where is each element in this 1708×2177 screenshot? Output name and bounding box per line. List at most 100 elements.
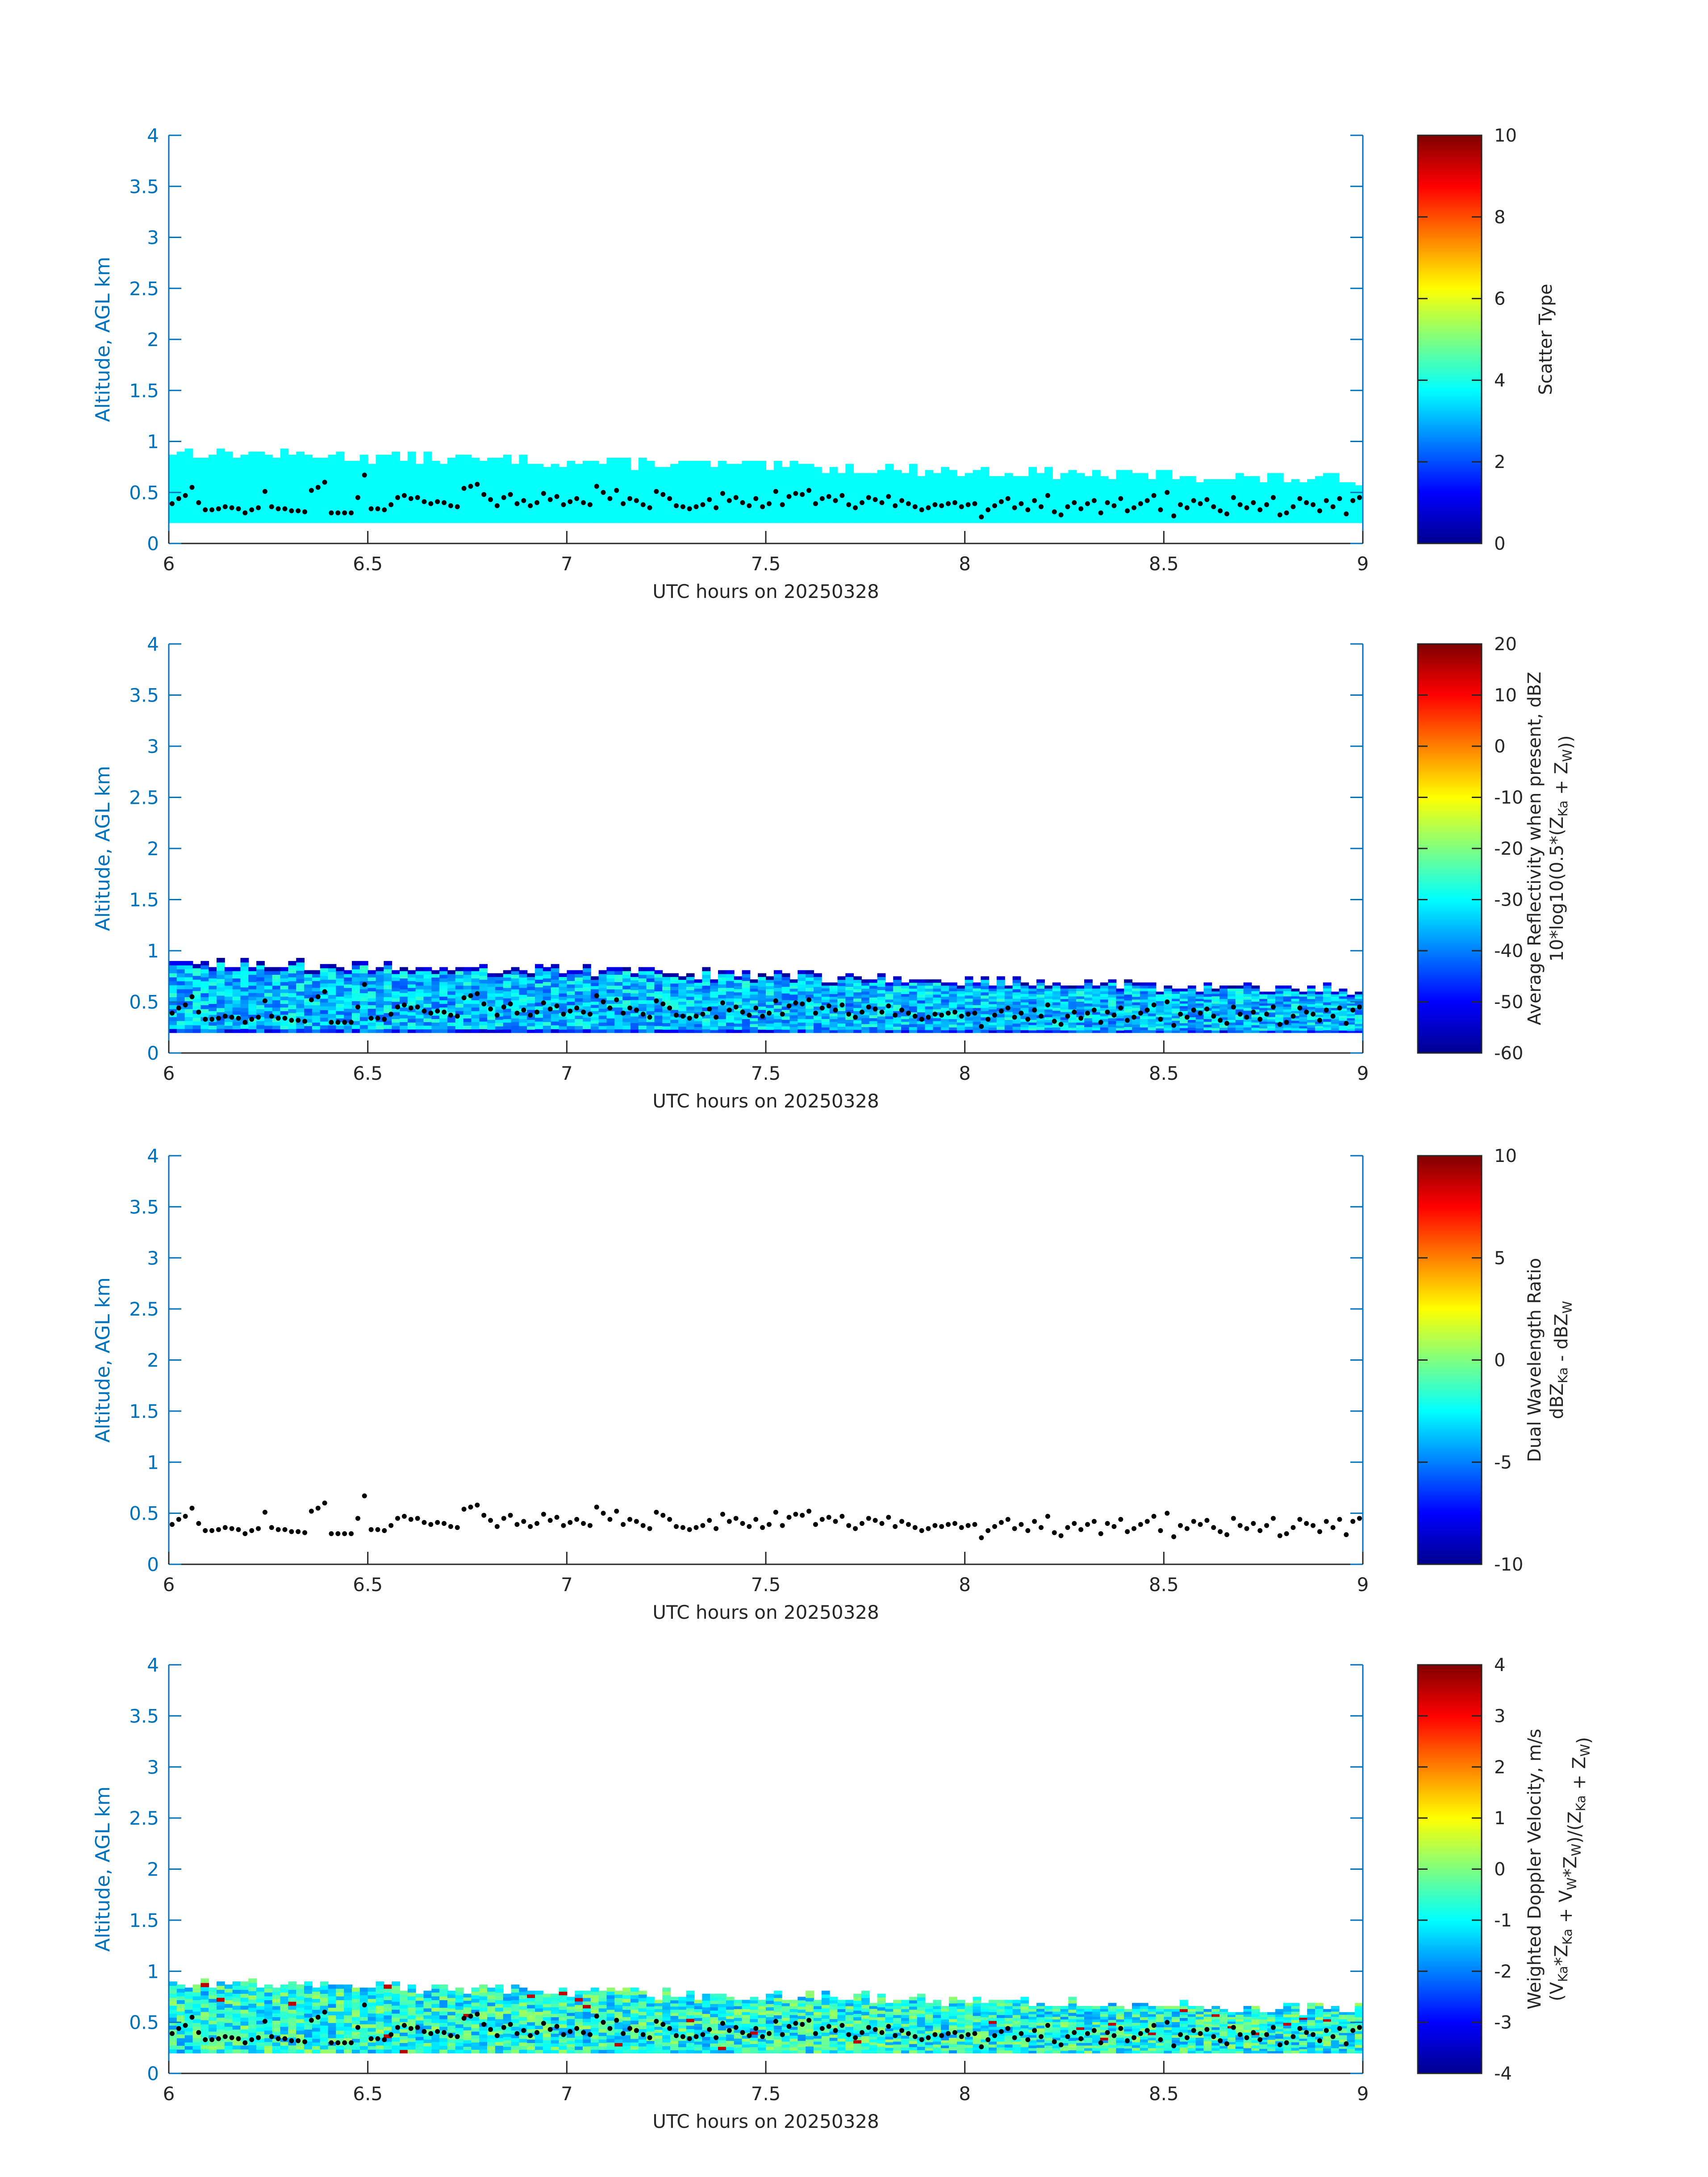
cell bbox=[415, 1021, 424, 1026]
cell bbox=[535, 2004, 543, 2009]
cell bbox=[240, 2005, 249, 2010]
cell bbox=[1148, 1027, 1157, 1030]
cell bbox=[734, 976, 743, 980]
x-tick-label: 9 bbox=[1357, 1062, 1369, 1084]
cell bbox=[606, 2020, 615, 2025]
cloud-base-point bbox=[1330, 1014, 1336, 1019]
cell bbox=[192, 2000, 201, 2004]
cell bbox=[654, 2038, 663, 2042]
cell bbox=[248, 1025, 257, 1030]
cell bbox=[670, 1026, 679, 1030]
cell bbox=[1012, 979, 1021, 983]
cell bbox=[415, 2010, 424, 2014]
cell bbox=[933, 988, 942, 992]
cell bbox=[742, 977, 751, 981]
cloud-base-point bbox=[1211, 1014, 1216, 1019]
cell bbox=[216, 987, 225, 992]
cell bbox=[614, 2008, 623, 2012]
cloud-base-point bbox=[1072, 1009, 1077, 1015]
cell bbox=[304, 998, 313, 1002]
cell bbox=[447, 977, 456, 981]
cloud-base-point bbox=[727, 498, 732, 503]
cloud-base-point bbox=[1012, 505, 1017, 510]
cell bbox=[352, 1995, 360, 1999]
cell bbox=[973, 990, 981, 994]
cell bbox=[455, 2002, 464, 2006]
cell bbox=[232, 978, 241, 982]
cloud-base-point bbox=[1158, 507, 1163, 513]
cell bbox=[439, 974, 448, 979]
cell bbox=[1251, 1019, 1260, 1023]
cell bbox=[359, 2006, 368, 2010]
cell bbox=[535, 979, 543, 984]
cell bbox=[853, 1014, 862, 1018]
cell bbox=[176, 1996, 185, 2001]
cell bbox=[232, 2041, 241, 2046]
cell bbox=[232, 458, 241, 523]
colorbar-tick-label: 10 bbox=[1494, 1146, 1517, 1166]
cell bbox=[1028, 988, 1037, 991]
cell bbox=[590, 2042, 599, 2046]
cell bbox=[1203, 990, 1212, 994]
cell bbox=[1211, 1028, 1220, 1031]
cloud-base-point bbox=[375, 1015, 380, 1021]
cell bbox=[209, 996, 217, 1000]
cell bbox=[543, 2030, 551, 2034]
cell bbox=[463, 2046, 472, 2050]
cell bbox=[686, 2049, 695, 2054]
cell bbox=[1339, 1001, 1348, 1004]
cell bbox=[789, 979, 798, 983]
cell bbox=[224, 1011, 233, 1015]
cell bbox=[192, 1006, 201, 1011]
cell bbox=[781, 996, 790, 1000]
cloud-base-point bbox=[687, 1015, 692, 1021]
cell bbox=[256, 2013, 265, 2017]
cell bbox=[1179, 991, 1188, 994]
cell bbox=[256, 1991, 265, 1996]
cell bbox=[1156, 998, 1165, 1001]
cell bbox=[877, 1026, 886, 1030]
cloud-base-point bbox=[693, 1014, 699, 1019]
cell bbox=[1323, 993, 1332, 997]
cell bbox=[789, 982, 798, 986]
cell bbox=[471, 1021, 480, 1026]
cell bbox=[320, 2005, 329, 2010]
cell bbox=[447, 2022, 456, 2026]
cell bbox=[184, 1998, 193, 2003]
cell bbox=[758, 2002, 766, 2006]
cell bbox=[367, 1008, 376, 1012]
cell bbox=[384, 1016, 393, 1021]
cell bbox=[726, 991, 735, 995]
cell bbox=[1355, 1014, 1363, 1017]
cell bbox=[654, 2044, 663, 2048]
cell bbox=[821, 988, 830, 991]
cell bbox=[367, 2016, 376, 2021]
cloud-base-point bbox=[647, 1526, 652, 1531]
cell bbox=[614, 2046, 623, 2050]
cell bbox=[622, 2035, 631, 2039]
cell bbox=[359, 2031, 368, 2035]
cell bbox=[1219, 1022, 1228, 1025]
cell bbox=[1020, 993, 1029, 997]
cell bbox=[694, 1003, 703, 1007]
cell bbox=[224, 982, 233, 986]
cell bbox=[487, 1026, 496, 1030]
cell bbox=[1116, 988, 1125, 992]
cell bbox=[710, 2003, 719, 2008]
cell bbox=[495, 1996, 504, 2001]
cell bbox=[575, 987, 583, 992]
cell bbox=[702, 2027, 711, 2031]
cell bbox=[1020, 1019, 1029, 1022]
cell bbox=[471, 1987, 480, 1992]
cloud-base-point bbox=[401, 1002, 407, 1007]
cell bbox=[1275, 988, 1284, 991]
cell bbox=[280, 1992, 289, 1997]
cell bbox=[845, 1006, 854, 1010]
cell bbox=[1132, 1013, 1140, 1016]
cell bbox=[527, 2008, 536, 2012]
cell bbox=[750, 988, 759, 992]
cell bbox=[551, 2000, 560, 2004]
cell bbox=[925, 1024, 934, 1027]
cell bbox=[169, 2025, 177, 2030]
cell bbox=[582, 998, 591, 1003]
